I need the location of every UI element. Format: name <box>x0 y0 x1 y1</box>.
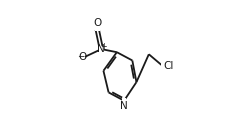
Text: Cl: Cl <box>162 61 173 71</box>
Bar <box>99 46 103 52</box>
Text: O: O <box>93 18 101 28</box>
Bar <box>80 55 85 60</box>
Bar <box>160 63 165 68</box>
Text: N: N <box>97 44 105 54</box>
Text: −: − <box>77 51 84 60</box>
Text: O: O <box>78 52 87 62</box>
Bar <box>95 26 99 31</box>
Text: +: + <box>100 42 106 51</box>
Bar <box>121 98 126 104</box>
Text: N: N <box>120 101 127 111</box>
